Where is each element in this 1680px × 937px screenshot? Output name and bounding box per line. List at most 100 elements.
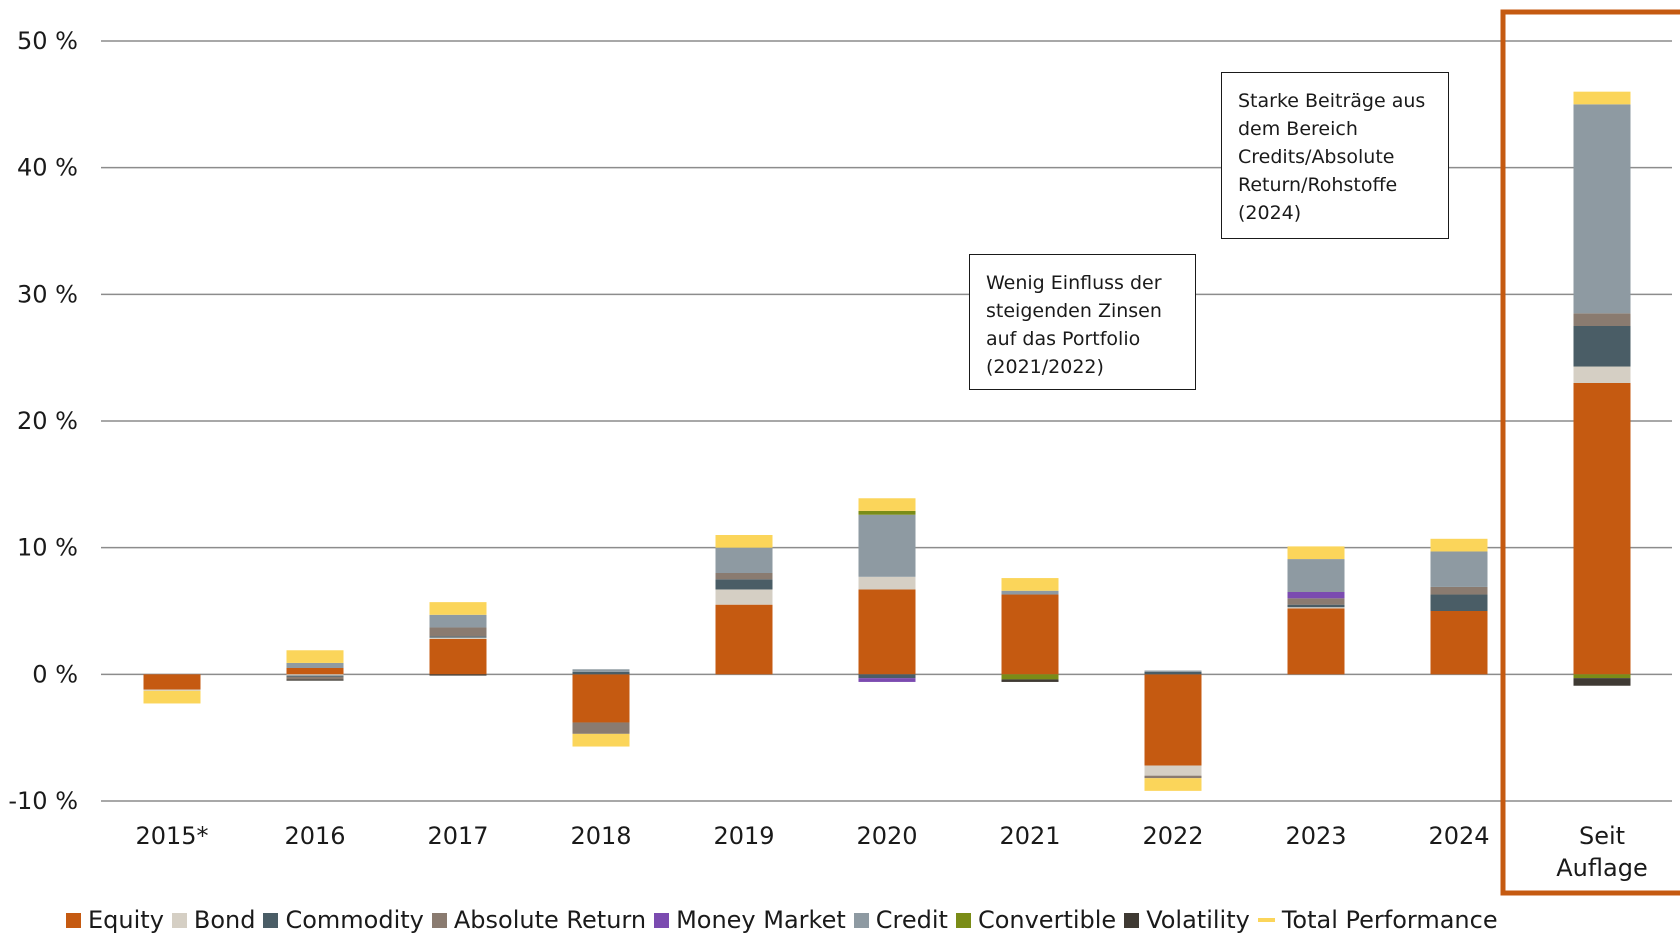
legend-label: Total Performance <box>1281 906 1498 934</box>
bar-segment-equity <box>1430 611 1488 675</box>
highlight-box <box>1500 9 1680 896</box>
y-tick-label: 40 % <box>17 154 78 182</box>
bar-segment-credit <box>572 669 630 672</box>
legend-label: Money Market <box>676 906 846 934</box>
total-performance-marker <box>1287 546 1345 560</box>
bar-segment-credit <box>1430 551 1488 587</box>
bar-segment-volatility <box>286 679 344 681</box>
x-tick-label: 2018 <box>570 822 631 850</box>
total-performance-marker <box>429 602 487 615</box>
total-performance-marker <box>1430 538 1488 552</box>
x-axis-tick-labels: 2015* 2016 2017 2018 2019 2020 2021 2022 2023 202… <box>135 822 1647 882</box>
total-performance-marker <box>286 650 344 663</box>
annotation-line: (2024) <box>1238 202 1302 224</box>
x-tick-label: 2024 <box>1428 822 1489 850</box>
bar-segment-commodity <box>1573 326 1631 367</box>
legend-item: Total Performance <box>1257 906 1498 934</box>
legend-item: Credit <box>853 906 948 934</box>
bar-segment-absolute-return <box>1430 586 1488 595</box>
bar-segment-absolute-return <box>715 573 773 580</box>
x-tick-label: 2022 <box>1142 822 1203 850</box>
bar-segment-convertible <box>1001 674 1059 680</box>
bar-segment-bond <box>1287 607 1345 609</box>
bar-segment-commodity <box>715 579 773 590</box>
x-tick-label: 2021 <box>999 822 1060 850</box>
annotation-line: (2021/2022) <box>986 356 1104 378</box>
bar-segment-money-market <box>858 678 916 682</box>
legend-label: Absolute Return <box>453 906 647 934</box>
legend-swatch <box>171 912 187 928</box>
legend-item: Absolute Return <box>431 906 647 934</box>
legend-item: Commodity <box>263 906 424 934</box>
bar-segment-volatility <box>1573 678 1631 686</box>
annotation-line: Starke Beiträge aus <box>1238 90 1426 112</box>
total-performance-marker <box>1001 578 1059 591</box>
legend-swatch <box>955 912 971 928</box>
bar-segment-credit <box>1287 559 1345 592</box>
x-tick-label: 2019 <box>713 822 774 850</box>
bar-segment-equity <box>143 674 201 690</box>
bar-segment-absolute-return <box>1287 598 1345 605</box>
bar-segment-equity <box>715 604 773 675</box>
legend-swatch <box>431 912 447 928</box>
legend-swatch <box>1124 912 1140 928</box>
bar-segment-commodity <box>858 674 916 679</box>
bar-segment-bond <box>429 637 487 639</box>
annotation-line: steigenden Zinsen <box>986 300 1162 322</box>
bar-segment-commodity <box>1287 604 1345 608</box>
bar-segment-equity <box>286 668 344 675</box>
annotation-line: auf das Portfolio <box>986 328 1141 350</box>
x-tick-label: 2017 <box>427 822 488 850</box>
stacked-bar-chart: -10 %0 %10 %20 %30 %40 %50 % 2015* 2016 20… <box>8 9 1680 896</box>
total-performance-marker <box>715 535 773 548</box>
bar-segment-convertible <box>1573 674 1631 679</box>
legend: Equity Bond Commodity Absolute Return Money … <box>66 906 1506 934</box>
y-tick-label: 10 % <box>17 534 78 562</box>
bar-segment-commodity <box>1144 671 1202 675</box>
bar-segment-equity <box>858 589 916 675</box>
bar-segment-credit <box>1573 104 1631 314</box>
legend-label: Convertible <box>977 906 1117 934</box>
annotation-line: Return/Rohstoffe <box>1238 174 1398 196</box>
bar-segment-commodity <box>572 671 630 675</box>
x-tick-label: 2016 <box>284 822 345 850</box>
bar-segment-credit <box>1144 670 1202 672</box>
legend-item: Money Market <box>654 906 846 934</box>
legend-item: Equity <box>66 906 164 934</box>
bar-segment-credit <box>858 514 916 577</box>
legend-item: Convertible <box>955 906 1117 934</box>
bar-segment-absolute-return <box>429 627 487 637</box>
annotation-contributions: Starke Beiträge aus dem Bereich Credits/… <box>1221 72 1449 239</box>
bar-segment-bond <box>1144 765 1202 776</box>
bar-segment-equity <box>1144 674 1202 766</box>
bar-segment-convertible <box>858 510 916 515</box>
bar-segment-bond <box>1573 366 1631 383</box>
total-performance-marker <box>1573 91 1631 105</box>
annotation-line: Credits/Absolute <box>1238 146 1395 168</box>
y-tick-label: 30 % <box>17 280 78 308</box>
bar-segment-commodity <box>286 675 344 677</box>
total-performance-marker <box>858 498 916 511</box>
legend-swatch <box>654 912 670 928</box>
total-performance-marker <box>143 690 201 704</box>
bar-segment-equity <box>1001 594 1059 675</box>
y-tick-label: 20 % <box>17 407 78 435</box>
legend-label: Bond <box>193 906 256 934</box>
bar-segment-volatility <box>1001 679 1059 682</box>
annotation-line: dem Bereich <box>1238 118 1358 140</box>
legend-swatch <box>66 912 81 928</box>
y-axis-tick-labels: -10 % 0 % 10 % 20 % 30 % 40 % 50 % <box>8 27 78 815</box>
bar-segment-bond <box>715 589 773 605</box>
y-tick-label: 50 % <box>17 27 78 55</box>
x-tick-label: 2020 <box>856 822 917 850</box>
annotation-line: Wenig Einfluss der <box>986 272 1162 294</box>
x-tick-label: Seit <box>1579 822 1625 850</box>
bar-segment-absolute-return <box>1144 775 1202 779</box>
legend-label: Volatility <box>1146 906 1250 934</box>
annotation-rates: Wenig Einfluss der steigenden Zinsen auf… <box>969 254 1196 390</box>
bar-segment-money-market <box>1287 592 1345 599</box>
bar-segment-credit <box>286 662 344 668</box>
bar-segment-equity <box>572 674 630 723</box>
x-tick-label: Auflage <box>1556 854 1647 882</box>
legend-swatch <box>853 912 869 928</box>
